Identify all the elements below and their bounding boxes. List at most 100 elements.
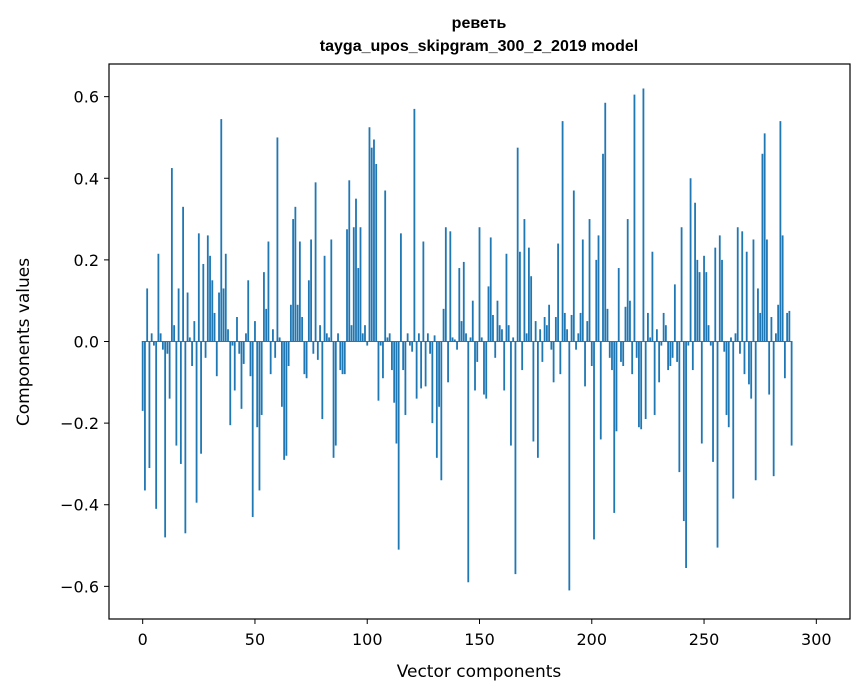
bar	[566, 329, 568, 342]
bar	[283, 341, 286, 460]
bar	[469, 337, 472, 342]
bar	[224, 253, 227, 342]
bar	[206, 235, 209, 342]
bar	[256, 341, 259, 428]
bar	[220, 119, 223, 342]
bar	[361, 333, 364, 342]
bar	[247, 280, 250, 342]
bar	[435, 341, 438, 458]
bar	[334, 341, 337, 446]
bar	[373, 139, 375, 342]
bar	[709, 341, 712, 346]
bar	[638, 341, 640, 428]
bar	[406, 333, 409, 342]
bar	[303, 341, 306, 375]
bar	[611, 341, 613, 371]
bar	[707, 325, 710, 342]
bar	[624, 306, 627, 342]
bar	[563, 312, 566, 342]
bar	[391, 341, 393, 371]
bar	[375, 163, 378, 342]
y-axis-label: Components values	[14, 258, 34, 426]
bar	[613, 341, 616, 513]
bar	[680, 227, 683, 342]
bar	[325, 333, 328, 342]
bar	[227, 329, 229, 342]
bar	[364, 325, 366, 342]
bar	[584, 341, 586, 387]
bar	[727, 341, 730, 428]
bar	[622, 341, 625, 366]
bar	[523, 219, 526, 342]
bar	[460, 321, 463, 342]
bar	[231, 341, 234, 346]
bar	[200, 341, 202, 454]
bar	[581, 239, 584, 342]
bar	[242, 341, 245, 364]
bar	[606, 308, 609, 342]
bar	[492, 314, 494, 342]
bar	[465, 333, 467, 342]
bar	[348, 180, 351, 342]
bar	[741, 231, 744, 342]
bar	[193, 321, 196, 342]
bar	[343, 341, 346, 375]
bar	[485, 341, 488, 399]
bar	[631, 341, 634, 375]
bar	[514, 341, 517, 575]
bar	[287, 341, 290, 366]
bar	[597, 235, 600, 342]
x-tick-label: 150	[464, 630, 495, 649]
bar	[184, 341, 187, 534]
bar	[258, 341, 261, 491]
bar	[411, 341, 414, 352]
bar	[548, 304, 551, 342]
bar	[404, 341, 407, 415]
bar	[790, 341, 793, 446]
bar	[725, 341, 728, 415]
y-tick-label: −0.4	[60, 496, 99, 515]
bar	[617, 268, 620, 342]
bar	[516, 147, 519, 342]
bar	[595, 259, 598, 342]
bar	[323, 255, 326, 342]
bar	[332, 341, 335, 458]
bar	[155, 341, 158, 509]
bar	[505, 253, 508, 342]
bar	[384, 190, 387, 342]
bar	[689, 178, 692, 342]
bar	[712, 341, 714, 462]
bar	[487, 286, 490, 342]
bar	[267, 241, 270, 342]
bar	[386, 337, 389, 342]
bar	[456, 341, 458, 350]
bar	[678, 341, 681, 473]
bar	[498, 325, 501, 342]
bar	[662, 312, 665, 342]
chart-title-line2: tayga_upos_skipgram_300_2_2019 model	[320, 38, 638, 55]
bar	[294, 206, 297, 342]
bar	[274, 341, 277, 358]
bar	[691, 341, 694, 371]
bar	[788, 310, 791, 342]
bar	[561, 121, 564, 342]
bar	[314, 182, 317, 342]
y-tick-label: 0.2	[74, 251, 99, 270]
bar	[240, 341, 243, 409]
bar	[590, 341, 593, 366]
bar	[640, 341, 643, 430]
bar	[453, 339, 456, 342]
bar	[748, 341, 750, 385]
bar	[743, 341, 746, 375]
bar	[166, 341, 169, 354]
bar	[254, 321, 256, 342]
bar	[402, 341, 405, 371]
bar	[786, 312, 789, 342]
y-tick-label: −0.6	[60, 577, 99, 596]
bar	[388, 333, 391, 342]
bar	[759, 312, 762, 342]
bar	[170, 168, 173, 342]
bar	[552, 341, 555, 383]
bar	[539, 329, 542, 342]
bar	[449, 231, 452, 342]
